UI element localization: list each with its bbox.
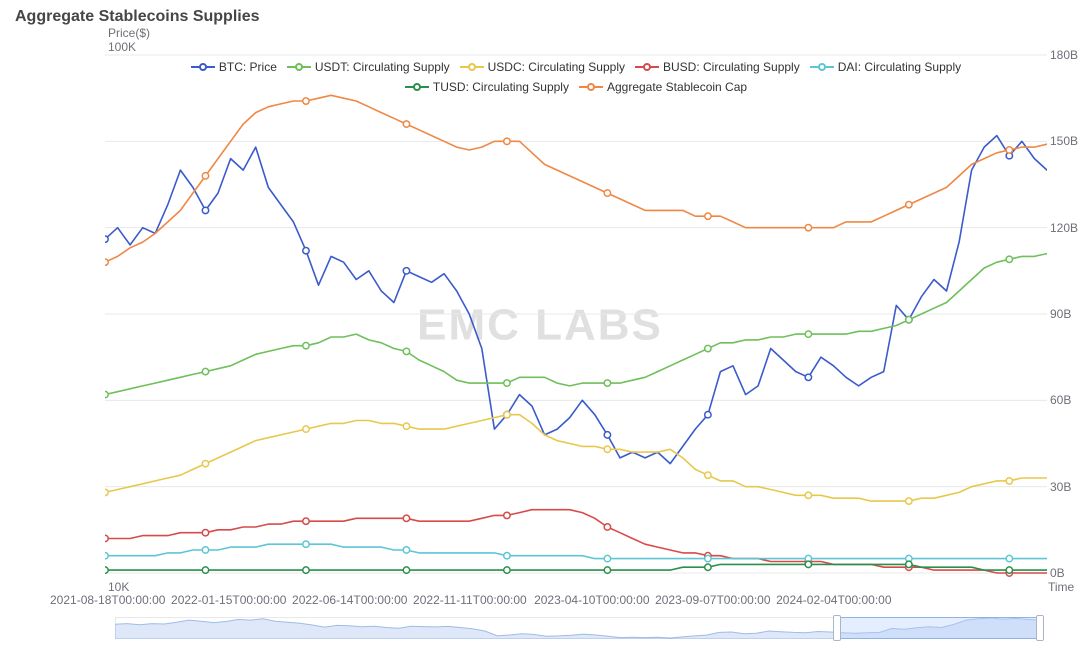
range-handle-right[interactable] xyxy=(1036,615,1044,641)
legend-label: DAI: Circulating Supply xyxy=(838,60,961,74)
range-handle-left[interactable] xyxy=(833,615,841,641)
y-right-tick: 60B xyxy=(1050,393,1071,407)
legend-swatch-icon xyxy=(191,61,215,73)
range-navigator[interactable] xyxy=(115,617,1040,639)
range-window[interactable] xyxy=(837,617,1041,639)
y-right-tick: 0B xyxy=(1050,566,1065,580)
legend-swatch-icon xyxy=(460,61,484,73)
y-left-axis-label: Price($) xyxy=(108,26,150,40)
x-tick-label: 2023-09-07T00:00:00 xyxy=(655,593,770,607)
x-axis-label: Time xyxy=(1048,580,1074,594)
y-right-tick: 90B xyxy=(1050,307,1071,321)
y-left-bottom-tick: 10K xyxy=(108,580,129,594)
legend-label: TUSD: Circulating Supply xyxy=(433,80,569,94)
legend-label: BUSD: Circulating Supply xyxy=(663,60,800,74)
y-right-tick: 150B xyxy=(1050,134,1078,148)
x-tick-label: 2024-02-04T00:00:00 xyxy=(776,593,891,607)
legend-item-usdc[interactable]: USDC: Circulating Supply xyxy=(460,60,625,74)
chart-title: Aggregate Stablecoins Supplies xyxy=(15,8,260,26)
legend-swatch-icon xyxy=(810,61,834,73)
legend-label: BTC: Price xyxy=(219,60,277,74)
x-tick-label: 2022-11-11T00:00:00 xyxy=(413,593,527,607)
legend-item-usdt[interactable]: USDT: Circulating Supply xyxy=(287,60,450,74)
y-right-tick: 30B xyxy=(1050,480,1071,494)
y-right-tick: 180B xyxy=(1050,48,1078,62)
legend-item-tusd[interactable]: TUSD: Circulating Supply xyxy=(405,80,569,94)
x-tick-label: 2022-01-15T00:00:00 xyxy=(171,593,286,607)
legend-swatch-icon xyxy=(635,61,659,73)
legend-item-dai[interactable]: DAI: Circulating Supply xyxy=(810,60,961,74)
legend-item-btc[interactable]: BTC: Price xyxy=(191,60,277,74)
y-right-tick: 120B xyxy=(1050,221,1078,235)
legend-swatch-icon xyxy=(579,81,603,93)
legend-swatch-icon xyxy=(405,81,429,93)
x-tick-label: 2021-08-18T00:00:00 xyxy=(50,593,165,607)
legend-label: USDT: Circulating Supply xyxy=(315,60,450,74)
legend-label: Aggregate Stablecoin Cap xyxy=(607,80,747,94)
chart-plot-area[interactable] xyxy=(105,45,1047,585)
x-tick-label: 2022-06-14T00:00:00 xyxy=(292,593,407,607)
legend: BTC: Price USDT: Circulating Supply USDC: … xyxy=(105,60,1047,94)
legend-swatch-icon xyxy=(287,61,311,73)
legend-item-agg[interactable]: Aggregate Stablecoin Cap xyxy=(579,80,747,94)
legend-label: USDC: Circulating Supply xyxy=(488,60,625,74)
legend-item-busd[interactable]: BUSD: Circulating Supply xyxy=(635,60,800,74)
x-tick-label: 2023-04-10T00:00:00 xyxy=(534,593,649,607)
